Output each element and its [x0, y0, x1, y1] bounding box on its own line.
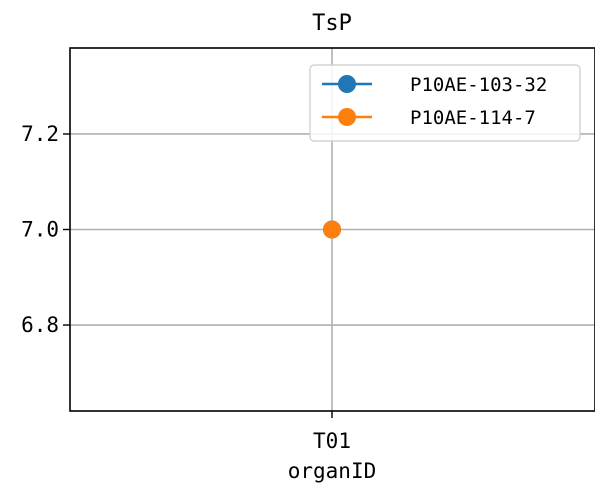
x-tick-label: T01: [313, 429, 351, 453]
legend-box: [309, 64, 581, 142]
legend-label: P10AE-103-32: [410, 74, 547, 96]
chart-title: TsP: [312, 11, 352, 36]
x-axis-label: organID: [288, 459, 377, 483]
y-axis-ticks: 6.8 7.0 7.2: [21, 122, 70, 337]
x-axis-ticks: T01: [313, 411, 351, 453]
y-tick-label: 6.8: [21, 313, 59, 337]
legend-marker: [338, 75, 356, 93]
y-tick-label: 7.2: [21, 122, 59, 146]
y-tick-label: 7.0: [21, 218, 59, 242]
legend-marker: [338, 108, 356, 126]
data-marks: [323, 220, 341, 239]
legend-label: P10AE-114-7: [410, 107, 536, 129]
legend: P10AE-103-32 P10AE-114-7: [309, 64, 581, 142]
data-point: [323, 220, 341, 239]
